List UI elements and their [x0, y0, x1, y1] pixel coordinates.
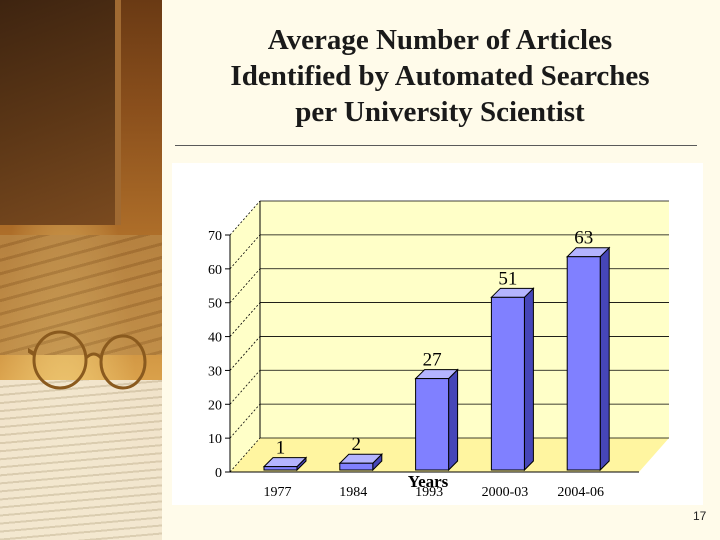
data-label: 63 [574, 228, 593, 249]
gridline-side [229, 403, 261, 439]
bar [415, 378, 450, 471]
x-tick-label: 2004-06 [557, 485, 604, 500]
gridline-side [229, 234, 261, 270]
data-label: 1 [276, 438, 286, 459]
laptop-image [0, 0, 121, 225]
gridline-side [229, 336, 261, 371]
data-label: 27 [423, 350, 442, 371]
chart-area: 0 10 20 30 40 50 60 70 1 1977 2 1984 27 1993 51 2000-03… [172, 163, 703, 505]
gridline-side [229, 437, 261, 473]
y-tick-label: 70 [208, 229, 222, 244]
title-line-1: Average Number of Articles [267, 24, 613, 56]
y-tick-label: 30 [208, 364, 222, 379]
page-number: 17 [693, 509, 707, 523]
y-tick-label: 0 [215, 466, 222, 481]
gridline-side [229, 268, 261, 303]
y-tick-label: 40 [208, 331, 222, 346]
keyboard-image [0, 235, 162, 355]
y-tick-label: 50 [208, 297, 222, 312]
title-line-3: per University Scientist [295, 96, 585, 128]
slide-title: Average Number of Articles Identified by… [175, 22, 705, 130]
bar-side [448, 368, 459, 472]
y-tick-label: 20 [208, 398, 222, 413]
bar [490, 296, 525, 471]
gridline-side [229, 370, 261, 405]
bar [339, 462, 374, 471]
newspaper-image [0, 380, 162, 540]
y-tick-label: 10 [208, 432, 222, 447]
gridline-side [229, 200, 261, 236]
x-tick-label: 2000-03 [482, 485, 529, 500]
bar-side [599, 246, 610, 472]
bar-side [523, 287, 534, 472]
plot-side-wall [230, 201, 260, 472]
bar [263, 466, 298, 471]
title-line-2: Identified by Automated Searches [230, 60, 650, 92]
decorative-photo [0, 0, 162, 540]
x-axis-title: Years [408, 472, 449, 491]
data-label: 51 [498, 268, 517, 289]
glasses-icon [28, 330, 147, 390]
title-divider [175, 145, 697, 146]
data-label: 2 [352, 434, 362, 455]
gridline-side [229, 302, 261, 337]
y-tick-label: 60 [208, 263, 222, 278]
x-tick-label: 1984 [339, 485, 367, 500]
x-tick-label: 1993 [415, 485, 443, 500]
x-tick-label: 1977 [264, 485, 292, 500]
bar-chart: 0 10 20 30 40 50 60 70 1 1977 2 1984 27 1993 51 2000-03… [208, 200, 669, 500]
bar [566, 256, 601, 471]
